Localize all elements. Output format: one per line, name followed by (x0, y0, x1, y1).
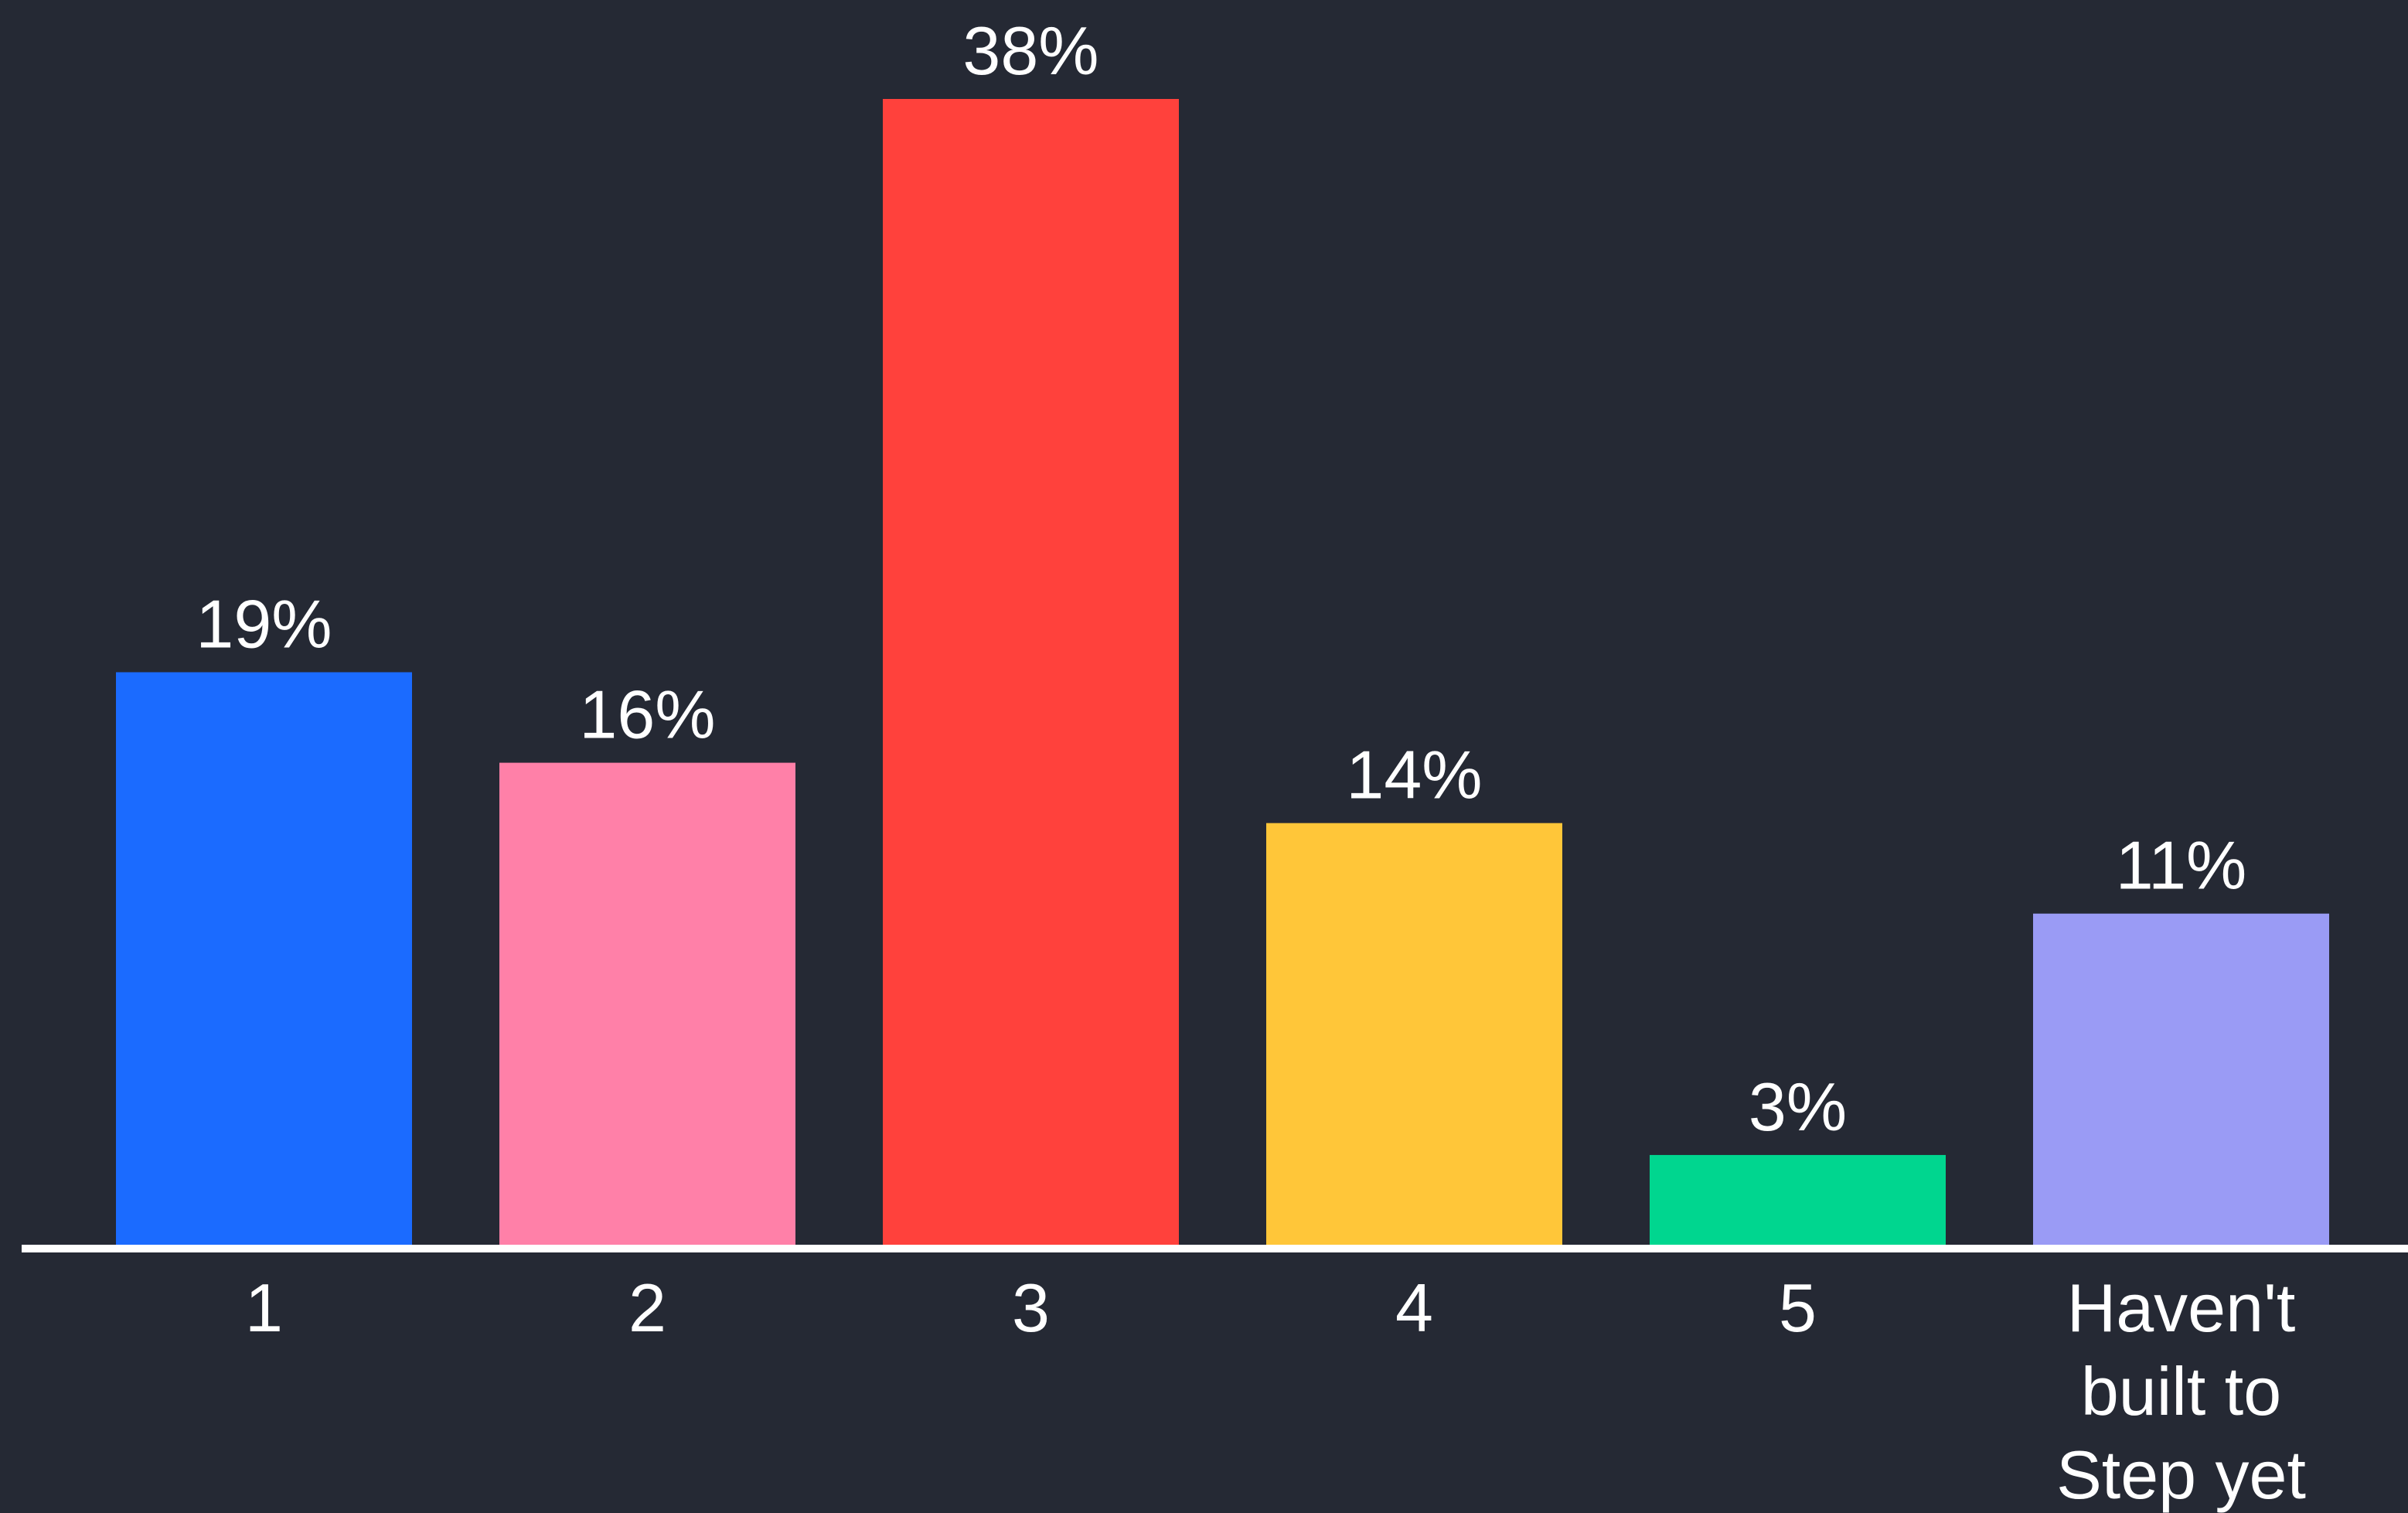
bars-layer (116, 99, 2329, 1245)
x-tick-label-line: Step yet (2056, 1436, 2306, 1513)
x-tick-label-line: 4 (1395, 1269, 1433, 1346)
x-tick-label-6: Haven't built to Step yet (2056, 1269, 2306, 1513)
bar-6 (2033, 913, 2329, 1245)
x-tick-label-4: 4 (1395, 1269, 1433, 1346)
bar-3 (883, 99, 1179, 1245)
x-tick-label-2: 2 (628, 1269, 666, 1346)
bar-5 (1650, 1154, 1946, 1245)
x-tick-label-5: 5 (1779, 1269, 1817, 1346)
x-tick-label-line: Haven't (2067, 1269, 2296, 1346)
data-label-4: 14% (1346, 737, 1482, 813)
data-labels-layer: 19% 16% 38% 14% 3% 11% (196, 12, 2246, 1145)
bar-4 (1266, 823, 1562, 1245)
x-tick-label-1: 1 (245, 1269, 283, 1346)
bar-2 (499, 762, 795, 1245)
data-label-3: 38% (962, 12, 1098, 89)
data-label-5: 3% (1749, 1068, 1847, 1145)
bar-1 (116, 672, 412, 1245)
x-tick-label-line: 3 (1012, 1269, 1050, 1346)
x-tick-label-line: 1 (245, 1269, 283, 1346)
data-label-2: 16% (579, 676, 715, 753)
x-tick-label-line: 5 (1779, 1269, 1817, 1346)
x-tick-label-line: built to (2081, 1353, 2281, 1430)
tick-labels-layer: 1 2 3 4 5 Haven't built to Step yet (245, 1269, 2306, 1513)
data-label-6: 11% (2116, 827, 2247, 904)
x-tick-label-line: 2 (628, 1269, 666, 1346)
x-tick-label-3: 3 (1012, 1269, 1050, 1346)
data-label-1: 19% (196, 586, 332, 663)
